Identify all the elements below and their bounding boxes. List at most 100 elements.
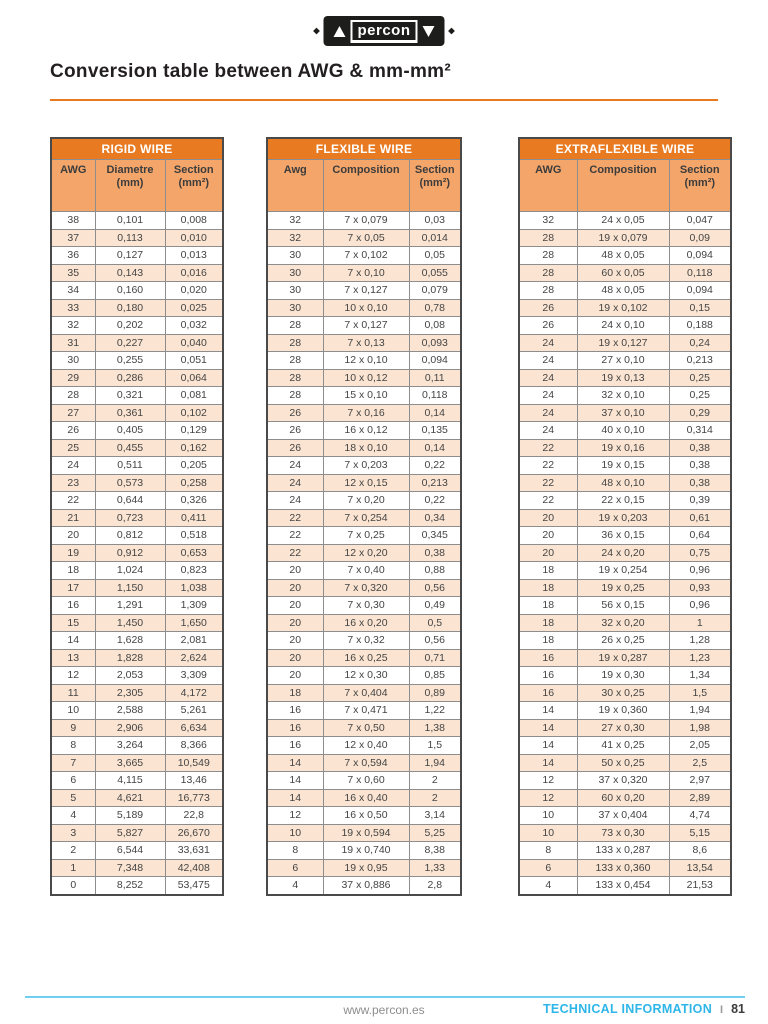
awg-cell: 32 bbox=[50, 316, 96, 335]
table-row: 8 19 x 0,740 8,38 bbox=[266, 841, 462, 860]
section-cell: 0,047 bbox=[668, 211, 732, 230]
section-cell: 0,56 bbox=[408, 578, 462, 597]
section-cell: 3,14 bbox=[408, 806, 462, 825]
diametre-cell: 0,101 bbox=[94, 211, 166, 230]
awg-cell: 10 bbox=[518, 806, 578, 825]
awg-cell: 26 bbox=[266, 403, 324, 422]
awg-cell: 14 bbox=[50, 631, 96, 650]
section-cell: 2,05 bbox=[668, 736, 732, 755]
section-cell: 0,34 bbox=[408, 508, 462, 527]
section-cell: 0,22 bbox=[408, 456, 462, 475]
table-row: 14 27 x 0,30 1,98 bbox=[518, 718, 732, 737]
tables-area: RIGID WIRE AWG Diametre (mm) Section (mm²) 38 0… bbox=[50, 137, 732, 896]
composition-cell: 19 x 0,079 bbox=[576, 228, 670, 247]
awg-cell: 32 bbox=[266, 228, 324, 247]
composition-cell: 133 x 0,454 bbox=[576, 876, 670, 895]
awg-cell: 22 bbox=[50, 491, 96, 510]
awg-cell: 18 bbox=[518, 578, 578, 597]
table-row: 8 3,264 8,366 bbox=[50, 736, 224, 755]
section-cell: 26,670 bbox=[164, 823, 224, 842]
section-cell: 2 bbox=[408, 788, 462, 807]
table-row: 28 10 x 0,12 0,11 bbox=[266, 368, 462, 387]
section-cell: 0,258 bbox=[164, 473, 224, 492]
table-row: 3 5,827 26,670 bbox=[50, 823, 224, 842]
table-row: 22 7 x 0,25 0,345 bbox=[266, 526, 462, 545]
composition-cell: 37 x 0,320 bbox=[576, 771, 670, 790]
table-row: 20 24 x 0,20 0,75 bbox=[518, 543, 732, 562]
composition-cell: 37 x 0,886 bbox=[322, 876, 410, 895]
section-cell: 2,081 bbox=[164, 631, 224, 650]
composition-cell: 7 x 0,254 bbox=[322, 508, 410, 527]
section-cell: 0,040 bbox=[164, 333, 224, 352]
composition-cell: 60 x 0,20 bbox=[576, 788, 670, 807]
awg-cell: 24 bbox=[518, 333, 578, 352]
table-row: 22 12 x 0,20 0,38 bbox=[266, 543, 462, 562]
awg-cell: 15 bbox=[50, 613, 96, 632]
awg-cell: 16 bbox=[518, 648, 578, 667]
table-row: 14 16 x 0,40 2 bbox=[266, 788, 462, 807]
section-cell: 0,823 bbox=[164, 561, 224, 580]
section-cell: 2,8 bbox=[408, 876, 462, 895]
section-cell: 2 bbox=[408, 771, 462, 790]
diametre-cell: 0,180 bbox=[94, 298, 166, 317]
awg-cell: 37 bbox=[50, 228, 96, 247]
awg-cell: 20 bbox=[266, 631, 324, 650]
section-cell: 0,411 bbox=[164, 508, 224, 527]
awg-cell: 33 bbox=[50, 298, 96, 317]
awg-cell: 24 bbox=[518, 368, 578, 387]
table-row: 8 133 x 0,287 8,6 bbox=[518, 841, 732, 860]
table-row: 24 7 x 0,203 0,22 bbox=[266, 456, 462, 475]
section-cell: 0,653 bbox=[164, 543, 224, 562]
awg-cell: 28 bbox=[266, 316, 324, 335]
composition-cell: 19 x 0,15 bbox=[576, 456, 670, 475]
awg-cell: 12 bbox=[50, 666, 96, 685]
composition-cell: 7 x 0,320 bbox=[322, 578, 410, 597]
awg-cell: 28 bbox=[518, 228, 578, 247]
diametre-cell: 1,291 bbox=[94, 596, 166, 615]
table-row: 24 0,511 0,205 bbox=[50, 456, 224, 475]
table-row: 28 12 x 0,10 0,094 bbox=[266, 351, 462, 370]
awg-cell: 16 bbox=[50, 596, 96, 615]
composition-cell: 48 x 0,05 bbox=[576, 281, 670, 300]
awg-cell: 12 bbox=[518, 788, 578, 807]
section-cell: 0,016 bbox=[164, 263, 224, 282]
section-cell: 1,5 bbox=[408, 736, 462, 755]
composition-cell: 19 x 0,360 bbox=[576, 701, 670, 720]
awg-cell: 16 bbox=[266, 736, 324, 755]
section-cell: 0,22 bbox=[408, 491, 462, 510]
composition-cell: 7 x 0,13 bbox=[322, 333, 410, 352]
table-row: 28 19 x 0,079 0,09 bbox=[518, 228, 732, 247]
table-row: 26 18 x 0,10 0,14 bbox=[266, 438, 462, 457]
diametre-cell: 1,628 bbox=[94, 631, 166, 650]
awg-cell: 4 bbox=[266, 876, 324, 895]
composition-cell: 7 x 0,60 bbox=[322, 771, 410, 790]
composition-cell: 32 x 0,20 bbox=[576, 613, 670, 632]
section-cell: 0,61 bbox=[668, 508, 732, 527]
composition-cell: 27 x 0,30 bbox=[576, 718, 670, 737]
table-row: 5 4,621 16,773 bbox=[50, 788, 224, 807]
awg-cell: 28 bbox=[518, 263, 578, 282]
awg-cell: 20 bbox=[266, 596, 324, 615]
section-cell: 0,518 bbox=[164, 526, 224, 545]
composition-cell: 36 x 0,15 bbox=[576, 526, 670, 545]
section-cell: 0,96 bbox=[668, 596, 732, 615]
section-cell: 0,013 bbox=[164, 246, 224, 265]
table-row: 28 0,321 0,081 bbox=[50, 386, 224, 405]
table-row: 28 48 x 0,05 0,094 bbox=[518, 281, 732, 300]
section-cell: 5,261 bbox=[164, 701, 224, 720]
table-row: 10 73 x 0,30 5,15 bbox=[518, 823, 732, 842]
awg-cell: 24 bbox=[266, 456, 324, 475]
table-row: 10 2,588 5,261 bbox=[50, 701, 224, 720]
composition-cell: 12 x 0,40 bbox=[322, 736, 410, 755]
flexible-wire-table: FLEXIBLE WIRE Awg Composition Section (mm²) 3… bbox=[266, 137, 462, 896]
awg-cell: 14 bbox=[266, 771, 324, 790]
diametre-cell: 0,455 bbox=[94, 438, 166, 457]
diametre-cell: 1,450 bbox=[94, 613, 166, 632]
diametre-cell: 0,255 bbox=[94, 351, 166, 370]
composition-cell: 16 x 0,12 bbox=[322, 421, 410, 440]
section-cell: 0,78 bbox=[408, 298, 462, 317]
composition-cell: 7 x 0,25 bbox=[322, 526, 410, 545]
composition-cell: 12 x 0,10 bbox=[322, 351, 410, 370]
composition-cell: 7 x 0,203 bbox=[322, 456, 410, 475]
composition-cell: 37 x 0,10 bbox=[576, 403, 670, 422]
